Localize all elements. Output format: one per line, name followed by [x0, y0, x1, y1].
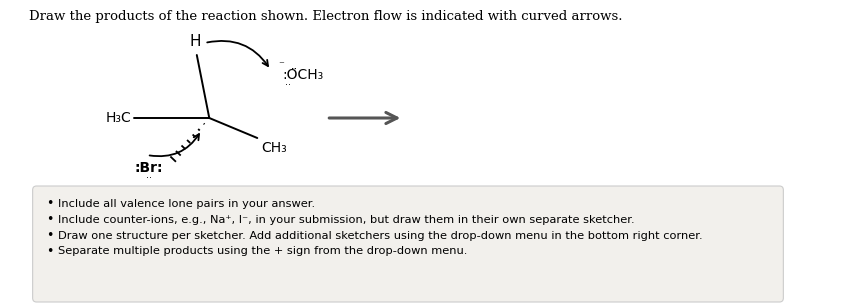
Text: Include all valence lone pairs in your answer.: Include all valence lone pairs in your a…: [58, 199, 315, 209]
Text: ⁻: ⁻: [278, 60, 284, 70]
Text: •: •: [47, 198, 53, 211]
Text: •: •: [47, 229, 53, 242]
Text: CH₃: CH₃: [261, 141, 287, 155]
Text: •: •: [47, 214, 53, 227]
Text: Include counter-ions, e.g., Na⁺, I⁻, in your submission, but draw them in their : Include counter-ions, e.g., Na⁺, I⁻, in …: [58, 215, 634, 225]
Text: Draw the products of the reaction shown. Electron flow is indicated with curved : Draw the products of the reaction shown.…: [29, 10, 622, 23]
FancyBboxPatch shape: [32, 186, 784, 302]
Text: •: •: [47, 245, 53, 258]
Text: Draw one structure per sketcher. Add additional sketchers using the drop-down me: Draw one structure per sketcher. Add add…: [58, 231, 702, 241]
Text: ··: ··: [146, 173, 152, 183]
Text: ··: ··: [285, 80, 291, 90]
Text: :ÖCH₃: :ÖCH₃: [282, 68, 323, 82]
Text: Separate multiple products using the + sign from the drop-down menu.: Separate multiple products using the + s…: [58, 246, 467, 256]
Text: H: H: [189, 34, 201, 49]
Text: :Br:: :Br:: [135, 161, 163, 175]
Text: H₃C: H₃C: [106, 111, 131, 125]
